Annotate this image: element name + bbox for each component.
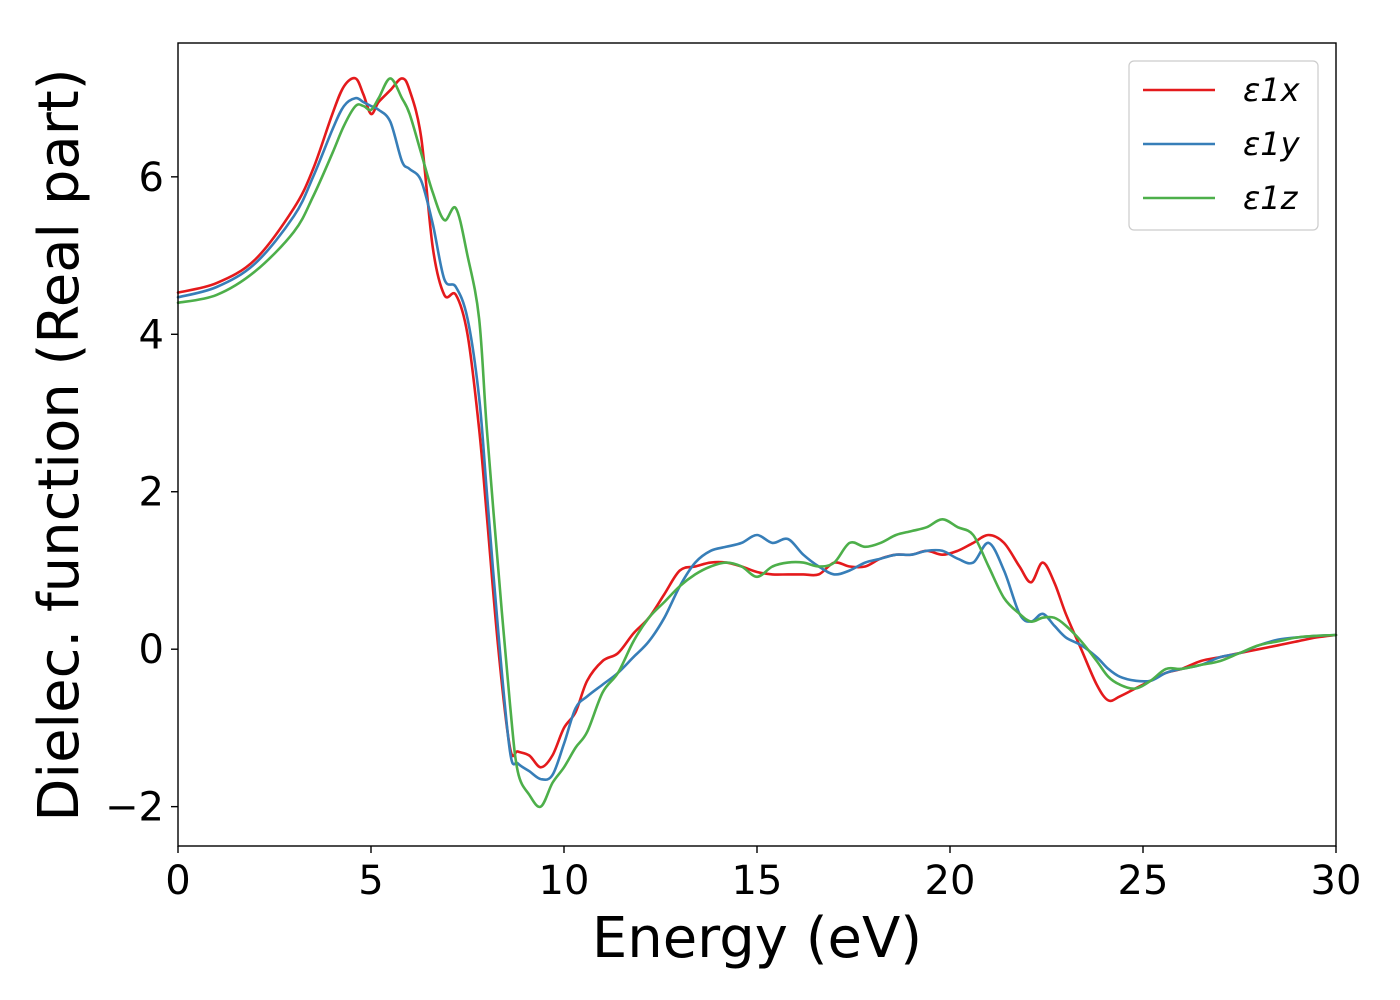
- series-line-2: [176, 96, 1338, 781]
- x-tick-label: 0: [165, 858, 190, 904]
- x-tick-label: 20: [925, 858, 976, 904]
- x-tick-label: 10: [539, 858, 590, 904]
- legend-label-1: ε1x: [1243, 71, 1301, 109]
- x-tick-label: 5: [358, 858, 383, 904]
- x-axis: 0 5 10 15 20 25 30: [165, 846, 1361, 904]
- y-tick-label: 0: [139, 627, 164, 673]
- x-tick-label: 30: [1311, 858, 1362, 904]
- y-tick-label: 6: [139, 155, 164, 201]
- legend-label-3: ε1z: [1243, 179, 1299, 217]
- legend: ε1x ε1y ε1z: [1128, 60, 1319, 231]
- y-axis-title: Dielec. function (Real part): [27, 68, 92, 821]
- legend-box: [1128, 60, 1319, 231]
- legend-label-2: ε1y: [1243, 125, 1301, 163]
- series-layer: [176, 76, 1338, 809]
- y-tick-label: 4: [139, 312, 164, 358]
- series-line-3: [176, 77, 1338, 809]
- y-tick-label: 2: [139, 470, 164, 516]
- y-tick-label: −2: [105, 785, 164, 831]
- x-tick-label: 25: [1118, 858, 1169, 904]
- y-axis: −2 0 2 4 6: [105, 155, 178, 831]
- x-tick-label: 15: [732, 858, 783, 904]
- x-axis-title: Energy (eV): [592, 906, 922, 971]
